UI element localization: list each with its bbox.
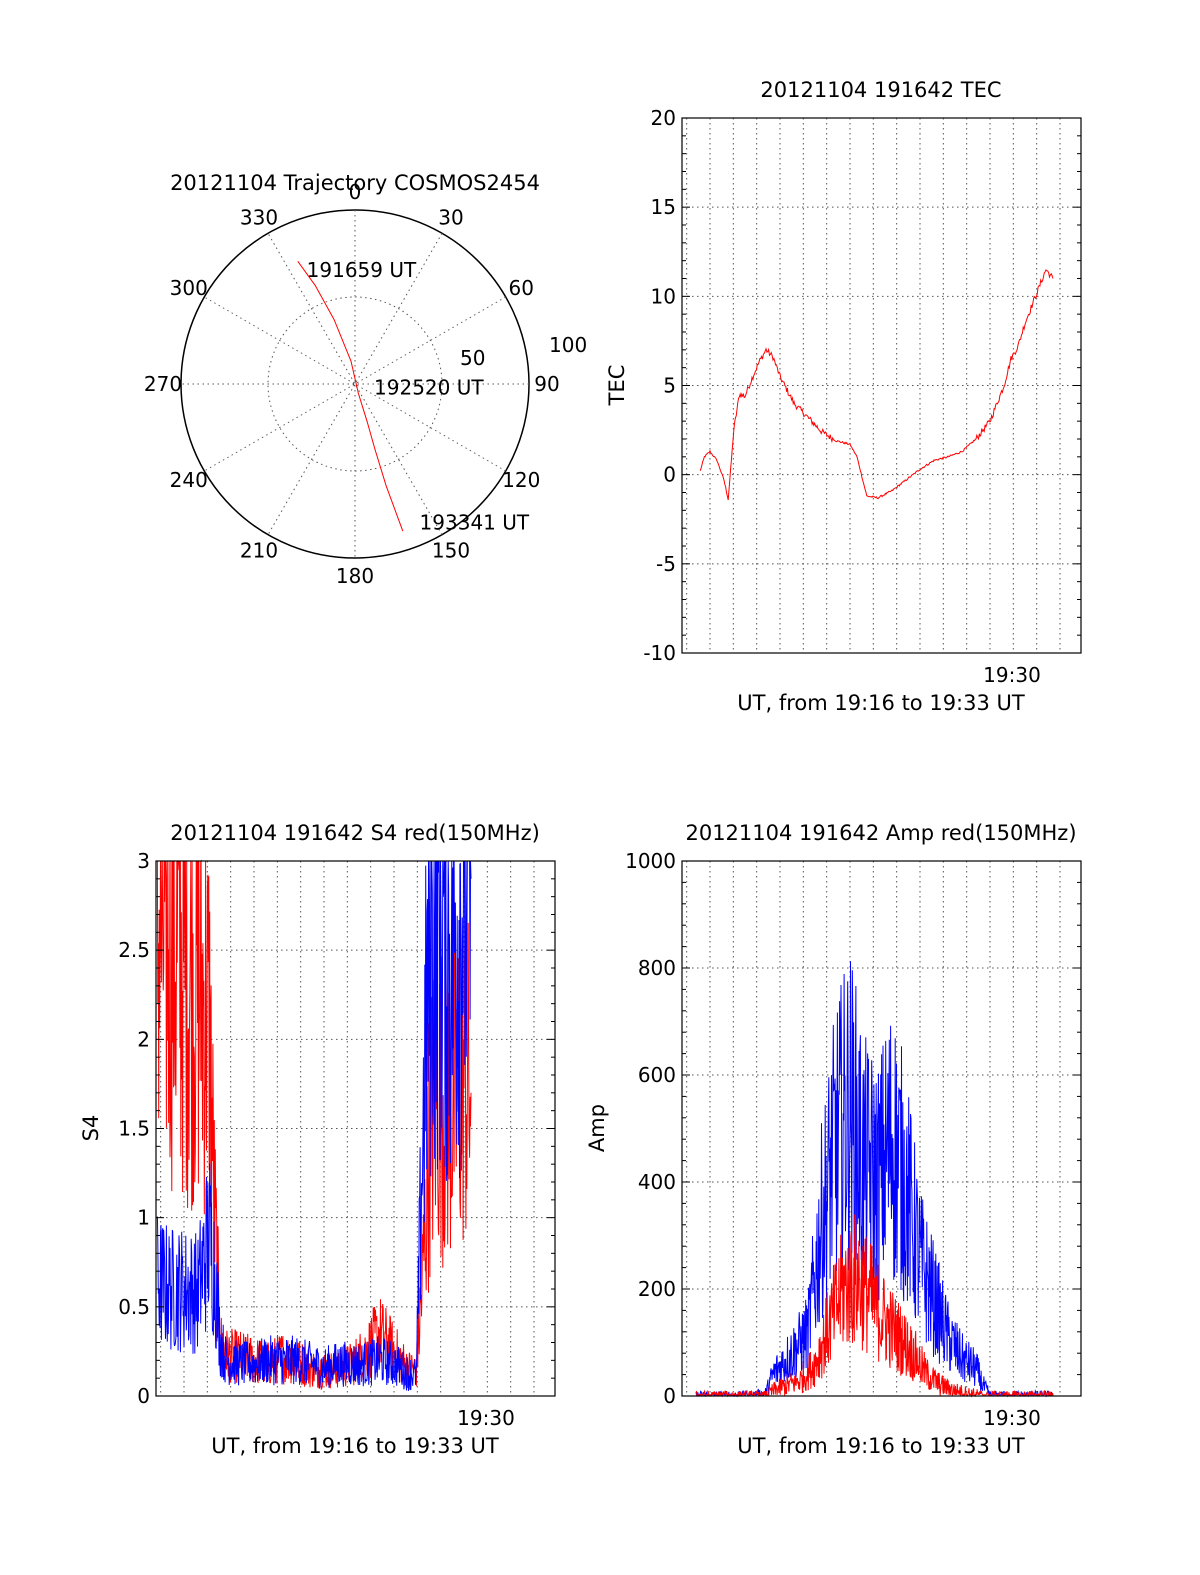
s4-title: 20121104 191642 S4 red(150MHz) [170, 821, 540, 845]
tec-ytick-label-6: 20 [651, 106, 676, 130]
amp-traces [695, 961, 1054, 1398]
s4-grid [156, 861, 555, 1396]
polar-spoke-30 [267, 233, 443, 535]
polar-angle-label-300: 300 [170, 276, 208, 300]
tec-ytick-label-3: 5 [663, 374, 676, 398]
s4-y-ticks: 0 0.5 1 1.5 2 2.5 3 [118, 849, 555, 1408]
amp-panel: 20121104 191642 Amp red(150MHz) 0 200 400 6… [585, 821, 1082, 1458]
s4-x-tick-label: 19:30 [457, 1406, 515, 1430]
tec-ylabel: TEC [605, 365, 629, 407]
tec-ytick-label-4: 10 [651, 284, 676, 308]
tec-series-red [699, 268, 1054, 501]
polar-angle-label-210: 210 [240, 538, 278, 562]
tec-traces [699, 268, 1054, 501]
s4-ylabel: S4 [79, 1115, 103, 1142]
s4-frame [155, 860, 556, 1397]
polar-annotations: 191659 UT 192520 UT 193341 UT [307, 258, 530, 534]
amp-xlabel: UT, from 19:16 to 19:33 UT [737, 1434, 1025, 1458]
amp-series-red [695, 1214, 1054, 1398]
polar-spokes [181, 210, 529, 558]
polar-spoke-150 [267, 233, 443, 535]
polar-angle-label-180: 180 [336, 564, 374, 588]
polar-angle-label-330: 330 [240, 206, 278, 230]
s4-ytick-label-2: 1 [137, 1206, 150, 1230]
s4-traces [156, 859, 472, 1391]
polar-radial-label-50: 50 [460, 346, 485, 370]
s4-ytick-label-3: 1.5 [118, 1117, 150, 1141]
amp-ytick-label-3: 600 [638, 1063, 676, 1087]
tec-frame [681, 117, 1082, 654]
polar-angle-label-270: 270 [144, 372, 182, 396]
amp-x-tick-label: 19:30 [983, 1406, 1041, 1430]
s4-panel: 20121104 191642 S4 red(150MHz) 0 0.5 1 1.5 2… [79, 821, 556, 1458]
amp-series-blue [695, 961, 1054, 1398]
polar-angle-label-30: 30 [438, 206, 463, 230]
s4-ytick-label-4: 2 [137, 1027, 150, 1051]
polar-annotation-1: 192520 UT [374, 375, 484, 399]
tec-ytick-label-2: 0 [663, 463, 676, 487]
amp-frame [681, 860, 1082, 1397]
s4-ytick-label-1: 0.5 [118, 1295, 150, 1319]
amp-ytick-label-2: 400 [638, 1170, 676, 1194]
polar-angle-label-60: 60 [509, 276, 534, 300]
polar-title: 20121104 Trajectory COSMOS2454 [170, 171, 540, 195]
s4-ytick-label-6: 3 [137, 849, 150, 873]
tec-xlabel: UT, from 19:16 to 19:33 UT [737, 691, 1025, 715]
amp-ylabel: Amp [585, 1104, 609, 1152]
amp-ytick-label-1: 200 [638, 1277, 676, 1301]
polar-trajectory-line [297, 261, 404, 532]
amp-y-ticks: 0 200 400 600 800 1000 [625, 849, 1081, 1408]
tec-grid [682, 118, 1081, 653]
amp-ytick-label-4: 800 [638, 956, 676, 980]
tec-ytick-label-0: -10 [643, 641, 676, 665]
amp-ytick-label-0: 0 [663, 1384, 676, 1408]
tec-y-ticks: -10 -5 0 5 10 15 20 [643, 106, 1081, 665]
tec-ytick-label-5: 15 [651, 195, 676, 219]
s4-series-blue [156, 860, 472, 1391]
s4-ytick-label-0: 0 [137, 1384, 150, 1408]
polar-angle-label-120: 120 [502, 468, 540, 492]
polar-annotation-0: 191659 UT [307, 258, 417, 282]
tec-ytick-label-1: -5 [656, 552, 676, 576]
polar-panel: 20121104 Trajectory COSMOS2454 0 30 60 90 12… [144, 171, 587, 588]
polar-angle-label-90: 90 [534, 372, 559, 396]
polar-radial-label-100: 100 [549, 333, 587, 357]
tec-x-tick-label: 19:30 [983, 663, 1041, 687]
amp-ytick-label-5: 1000 [625, 849, 676, 873]
polar-angle-label-240: 240 [170, 468, 208, 492]
polar-annotation-2: 193341 UT [420, 510, 530, 534]
polar-angle-label-0: 0 [349, 180, 362, 204]
polar-angle-labels: 0 30 60 90 120 150 180 210 240 270 300 330 [144, 180, 560, 588]
s4-xlabel: UT, from 19:16 to 19:33 UT [211, 1434, 499, 1458]
tec-title: 20121104 191642 TEC [760, 78, 1001, 102]
polar-angle-label-150: 150 [432, 538, 470, 562]
s4-ytick-label-5: 2.5 [118, 938, 150, 962]
amp-title: 20121104 191642 Amp red(150MHz) [685, 821, 1076, 845]
